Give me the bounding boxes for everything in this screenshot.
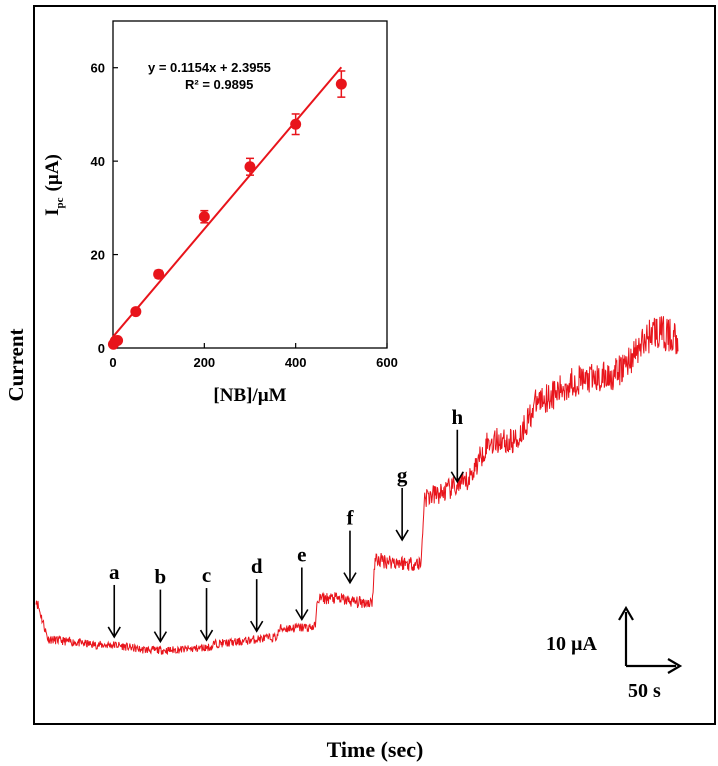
inset-equation: y = 0.1154x + 2.3955	[148, 60, 271, 75]
inset-y-tick-label: 60	[91, 61, 105, 76]
injection-arrowhead-e	[295, 609, 309, 622]
injection-label-d: d	[251, 554, 263, 578]
inset-y-tick-label: 40	[91, 154, 105, 169]
scale-bar-time-label: 50 s	[628, 680, 661, 702]
inset-x-tick-label: 200	[193, 355, 215, 370]
scale-bar: 10 µA 50 s	[546, 605, 683, 702]
inset-y-tick-label: 0	[98, 341, 105, 356]
injection-label-e: e	[297, 543, 306, 567]
main-current-trace	[35, 316, 679, 656]
injection-label-f: f	[346, 506, 354, 530]
inset-axis-ticks: 0 200 400 600 0 20 40 60	[91, 61, 398, 370]
inset-y-axis-label: Ipc (µA)	[42, 154, 66, 216]
injection-arrowhead-a	[107, 626, 121, 639]
inset-data-point	[198, 211, 210, 223]
inset-data-point	[244, 161, 256, 173]
inset-x-tick-label: 0	[109, 355, 116, 370]
inset-data-point	[335, 78, 347, 90]
scale-bar-vertical-arrowhead	[618, 605, 634, 621]
injection-label-b: b	[155, 565, 167, 589]
injection-label-a: a	[109, 560, 120, 584]
inset-data-points	[107, 70, 347, 350]
inset-data-point	[112, 335, 124, 347]
injection-label-h: h	[451, 405, 463, 429]
inset-calibration-plot: 0 200 400 600 0 20 40 60 y = 0.1154x + 2.3955 R…	[42, 20, 398, 406]
injection-label-g: g	[397, 463, 408, 487]
inset-y-tick-label: 20	[91, 248, 105, 263]
svg-text:Ipc(µA): Ipc (µA)	[42, 154, 66, 216]
injection-arrowhead-c	[199, 629, 214, 642]
inset-data-point	[153, 268, 165, 280]
scale-bar-current-label: 10 µA	[546, 633, 598, 655]
injection-arrowhead-f	[343, 572, 357, 585]
inset-data-point	[130, 306, 142, 318]
scale-bar-horizontal-arrowhead	[667, 658, 683, 674]
inset-data-point	[290, 118, 302, 130]
injection-label-c: c	[202, 563, 211, 587]
main-plot-frame	[33, 5, 716, 725]
main-x-axis-label: Time (sec)	[327, 737, 424, 762]
inset-y-axis-label-subscript: pc	[54, 197, 66, 208]
inset-x-axis-label: [NB]/µM	[213, 385, 286, 406]
injection-arrows: a b c d e f g h	[107, 405, 464, 644]
injection-arrowhead-h	[450, 471, 464, 484]
main-y-axis-label: Current	[4, 328, 28, 401]
main-trace-line	[35, 316, 679, 656]
injection-arrowhead-d	[250, 620, 264, 633]
inset-x-tick-label: 400	[285, 355, 307, 370]
inset-y-axis-label-unit: (µA)	[42, 154, 63, 191]
injection-arrowhead-g	[395, 529, 409, 542]
inset-fit-line	[112, 66, 343, 338]
inset-y-axis-label-main: I	[42, 208, 63, 215]
inset-x-tick-label: 600	[376, 355, 398, 370]
injection-arrowhead-b	[153, 631, 168, 644]
inset-r-squared: R² = 0.9895	[185, 77, 253, 92]
